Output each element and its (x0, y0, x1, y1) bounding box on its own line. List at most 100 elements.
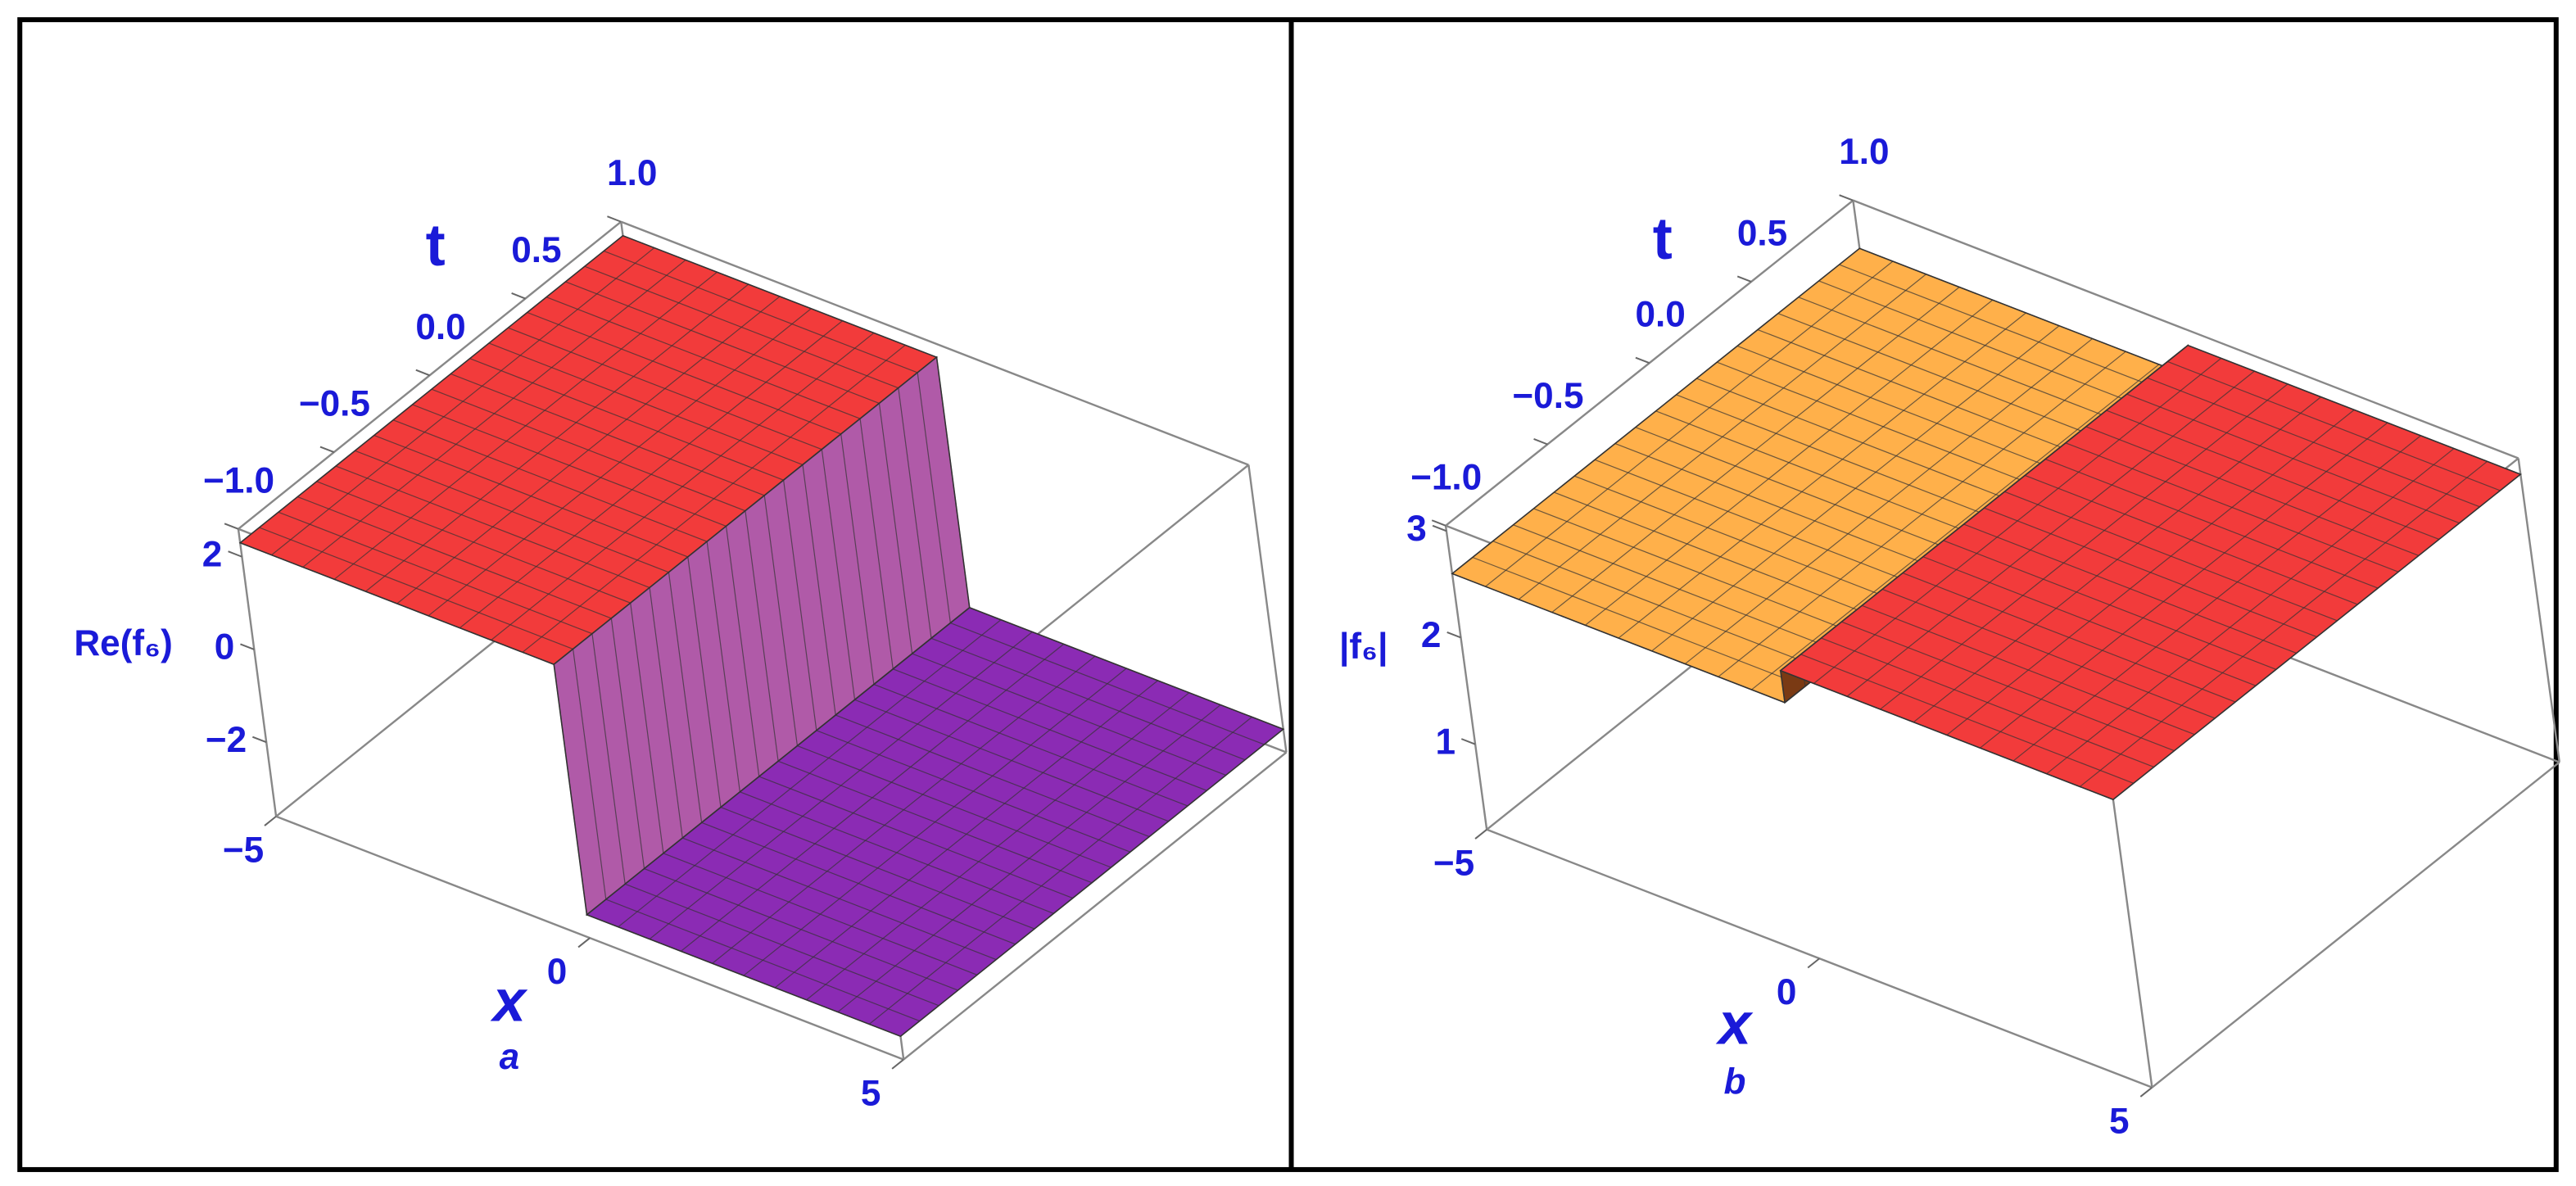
y-tick (224, 523, 239, 530)
mesh-line (573, 649, 607, 900)
mesh-line (743, 668, 1127, 976)
mesh-line (1518, 274, 1926, 600)
z-axis-label: |f₆| (1339, 627, 1388, 668)
mesh-line (365, 283, 749, 592)
mesh-line (630, 603, 664, 853)
mesh-line (725, 526, 760, 777)
mesh-line (2046, 448, 2455, 775)
box-edge (620, 220, 1249, 466)
mesh-line (553, 664, 588, 915)
mesh-line (302, 259, 686, 568)
y-tick (415, 369, 430, 377)
y-tick-label: 1.0 (607, 153, 657, 193)
x-axis-label: x (1715, 992, 1754, 1057)
mesh-line (821, 449, 856, 700)
mesh-line (1751, 364, 2160, 690)
mesh-line (687, 556, 722, 808)
z-tick-label: −2 (206, 720, 247, 760)
y-axis-label: t (1653, 206, 1673, 272)
y-tick (1533, 438, 1548, 446)
mesh-line (837, 704, 1221, 1013)
mesh-line (806, 692, 1190, 1001)
mesh-line (1485, 260, 1894, 587)
mesh-line (522, 344, 906, 653)
mesh-line (1913, 396, 2321, 723)
z-tick (228, 550, 242, 558)
mesh-line (668, 572, 703, 823)
x-tick-label: 0 (1777, 972, 1797, 1012)
mesh-line (1780, 670, 1786, 703)
mesh-line (1980, 422, 2388, 749)
y-tick (607, 215, 622, 223)
mesh-line (1846, 370, 2255, 697)
mesh-line (1651, 325, 2060, 652)
mesh-line (802, 464, 836, 716)
mesh-line (1813, 357, 2222, 684)
mesh-line (774, 680, 1158, 989)
y-tick-label: −1.0 (203, 460, 274, 500)
mesh-line (763, 495, 799, 746)
x-tick (577, 937, 591, 948)
mesh-line (610, 618, 645, 869)
y-tick-label: 0.0 (415, 307, 465, 347)
z-tick-label: 2 (202, 534, 223, 574)
z-axis-label: Re(f₆) (74, 623, 172, 663)
mesh-line (1718, 351, 2126, 677)
x-tick-label: 5 (2109, 1101, 2130, 1141)
y-tick (1431, 519, 1446, 527)
mesh-line (1618, 312, 2026, 639)
mesh-line (868, 716, 1252, 1025)
y-tick (1635, 356, 1650, 364)
mesh-line (1946, 409, 2355, 736)
box-edge (1852, 199, 2519, 459)
mesh-line (917, 372, 951, 623)
z-tick-label: 2 (1421, 615, 1442, 655)
x-tick-label: −5 (223, 831, 264, 871)
mesh-line (396, 296, 781, 604)
y-tick (1736, 275, 1752, 283)
mesh-line (618, 619, 1002, 928)
y-tick-label: 1.0 (1839, 132, 1889, 172)
z-tick (240, 643, 255, 650)
box-edge (2151, 761, 2560, 1089)
mesh-line (706, 541, 740, 792)
z-tick (1460, 738, 1476, 745)
box-edge (1444, 525, 1488, 830)
mesh-line (591, 633, 626, 885)
y-tick (511, 292, 526, 300)
x-tick (891, 1058, 904, 1070)
y-tick-label: −0.5 (1512, 376, 1583, 416)
x-tick (264, 815, 277, 826)
mesh-line (491, 332, 875, 641)
mesh-line (878, 403, 913, 654)
y-tick-label: 0.5 (511, 230, 561, 270)
mesh-line (649, 631, 1033, 940)
z-tick (251, 736, 267, 744)
mesh-line (840, 433, 875, 685)
x-tick (1474, 829, 1487, 840)
mesh-line (1585, 299, 1994, 626)
mesh-line (898, 387, 932, 639)
mesh-line (1880, 383, 2289, 710)
y-tick-label: 0.0 (1636, 295, 1686, 335)
box-edge (2110, 783, 2153, 1088)
x-tick (2139, 1086, 2153, 1098)
mesh-line (586, 914, 901, 1037)
mesh-line (459, 320, 844, 629)
z-tick (1432, 524, 1447, 532)
mesh-line (1551, 287, 1960, 613)
y-tick-label: −1.0 (1410, 457, 1482, 497)
box-edge (2517, 458, 2560, 763)
x-axis-label: x (490, 968, 528, 1034)
x-tick-label: 5 (861, 1073, 881, 1113)
mesh-line (2079, 460, 2488, 787)
mesh-line (935, 357, 971, 608)
y-tick (1839, 194, 1854, 201)
box-edge (1247, 464, 1288, 753)
y-tick-label: −0.5 (299, 384, 370, 424)
y-tick-label: 0.5 (1737, 213, 1787, 253)
mesh-line (1684, 337, 2093, 665)
mesh-line (680, 643, 1065, 952)
z-tick (1446, 631, 1461, 639)
